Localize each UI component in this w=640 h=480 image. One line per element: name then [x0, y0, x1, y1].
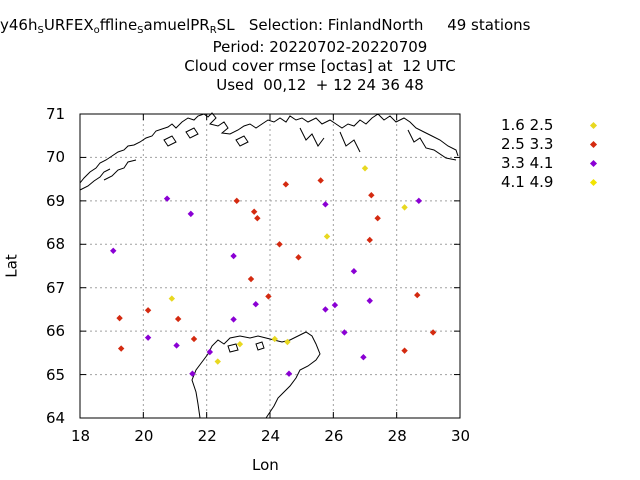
fjord-coastline-2 [103, 159, 137, 181]
island-3 [235, 135, 249, 147]
station-point-series-3 [341, 329, 348, 336]
station-point-series-2 [144, 307, 152, 314]
station-point-series-3 [230, 316, 237, 323]
station-point-series-2 [276, 241, 283, 248]
x-tick-label: 30 [451, 427, 471, 445]
station-point-series-2 [429, 329, 437, 336]
station-point-series-3 [285, 370, 293, 377]
x-tick-label: 24 [261, 427, 281, 445]
y-tick-label: 71 [46, 105, 66, 123]
station-point-series-3 [110, 247, 117, 254]
legend-label-2: 2.5 3.3 [501, 135, 554, 153]
station-point-series-2 [401, 347, 408, 354]
station-point-series-2 [368, 192, 375, 199]
chart-title-line-1: y46hSURFEXofflineSamuelPRRSL Selection: … [0, 16, 531, 36]
station-point-series-2 [374, 215, 381, 222]
bothnia-islands [227, 341, 265, 353]
station-point-series-2 [250, 208, 258, 215]
legend-label-3: 3.3 4.1 [501, 154, 554, 172]
fjord-coastline-4 [339, 131, 361, 153]
arctic-coastline [79, 112, 459, 184]
station-point-series-2 [295, 254, 302, 261]
station-point-series-1 [214, 358, 221, 365]
station-point-series-3 [360, 354, 367, 361]
x-tick-label: 28 [387, 427, 407, 445]
y-tick-label: 65 [46, 365, 66, 384]
station-point-series-1 [168, 295, 176, 302]
station-point-series-3 [252, 301, 259, 308]
station-point-series-2 [174, 315, 182, 323]
station-point-series-3 [187, 210, 195, 218]
fjord-coastline-5 [407, 129, 457, 161]
station-point-series-3 [144, 334, 152, 341]
y-tick-label: 69 [46, 191, 66, 210]
station-markers [110, 165, 437, 377]
station-point-series-2 [247, 275, 255, 283]
legend-label-4: 4.1 4.9 [501, 173, 554, 191]
y-tick-label: 64 [46, 409, 66, 427]
station-point-series-3 [173, 342, 180, 349]
chart-measure: Cloud cover rmse [octas] at 12 UTC [184, 57, 456, 75]
x-axis-label: Lon [252, 456, 279, 474]
station-point-series-1 [284, 338, 291, 346]
fjord-coastline-1 [79, 168, 111, 191]
station-point-series-2 [254, 215, 261, 222]
station-point-series-3 [206, 348, 214, 356]
chart-period: Period: 20220702-20220709 [212, 38, 428, 56]
x-tick-label: 20 [134, 427, 154, 445]
coastline-map [79, 112, 459, 419]
fjord-coastline-3 [299, 127, 325, 147]
x-tick-label: 18 [71, 427, 91, 445]
station-point-series-3 [163, 195, 171, 202]
station-point-series-2 [116, 314, 123, 322]
station-point-series-1 [323, 233, 331, 240]
station-point-series-2 [233, 197, 240, 205]
station-point-series-2 [414, 291, 421, 299]
station-point-series-3 [230, 252, 237, 260]
y-tick-label: 70 [46, 148, 66, 167]
station-point-series-2 [366, 236, 373, 244]
station-point-series-2 [282, 181, 290, 188]
legend-label-1: 1.6 2.5 [501, 116, 554, 134]
axis-ticks [79, 113, 461, 419]
x-tick-label: 26 [324, 427, 344, 445]
x-tick-label: 22 [197, 427, 217, 445]
y-tick-label: 68 [46, 235, 66, 254]
chart-used-leadtimes: Used 00,12 + 12 24 36 48 [216, 76, 424, 94]
grid-lines [80, 114, 460, 418]
y-tick-label: 67 [46, 278, 66, 297]
station-point-series-1 [401, 204, 408, 211]
island-2 [185, 127, 199, 139]
y-axis-label: Lat [2, 254, 21, 278]
station-point-series-1 [236, 340, 244, 348]
station-point-series-2 [317, 177, 324, 184]
station-point-series-3 [322, 201, 329, 208]
station-point-series-2 [117, 345, 125, 352]
station-point-series-3 [415, 197, 423, 205]
station-point-series-2 [190, 335, 198, 343]
station-point-series-1 [361, 165, 369, 172]
station-point-series-1 [271, 335, 278, 343]
bothnia-coastline [191, 331, 321, 419]
y-tick-label: 66 [46, 322, 66, 341]
station-point-series-3 [366, 297, 373, 304]
station-point-series-2 [265, 293, 272, 300]
station-point-series-3 [331, 301, 339, 309]
station-point-series-3 [322, 306, 329, 313]
station-point-series-3 [350, 268, 358, 275]
station-point-series-3 [189, 370, 196, 377]
island-1 [163, 135, 177, 147]
